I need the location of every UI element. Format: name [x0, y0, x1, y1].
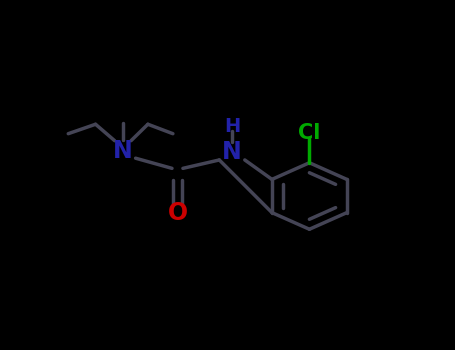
Text: N: N — [222, 140, 242, 164]
Text: N: N — [113, 139, 133, 162]
Text: Cl: Cl — [298, 123, 321, 143]
Text: O: O — [167, 202, 187, 225]
Text: H: H — [224, 117, 240, 135]
